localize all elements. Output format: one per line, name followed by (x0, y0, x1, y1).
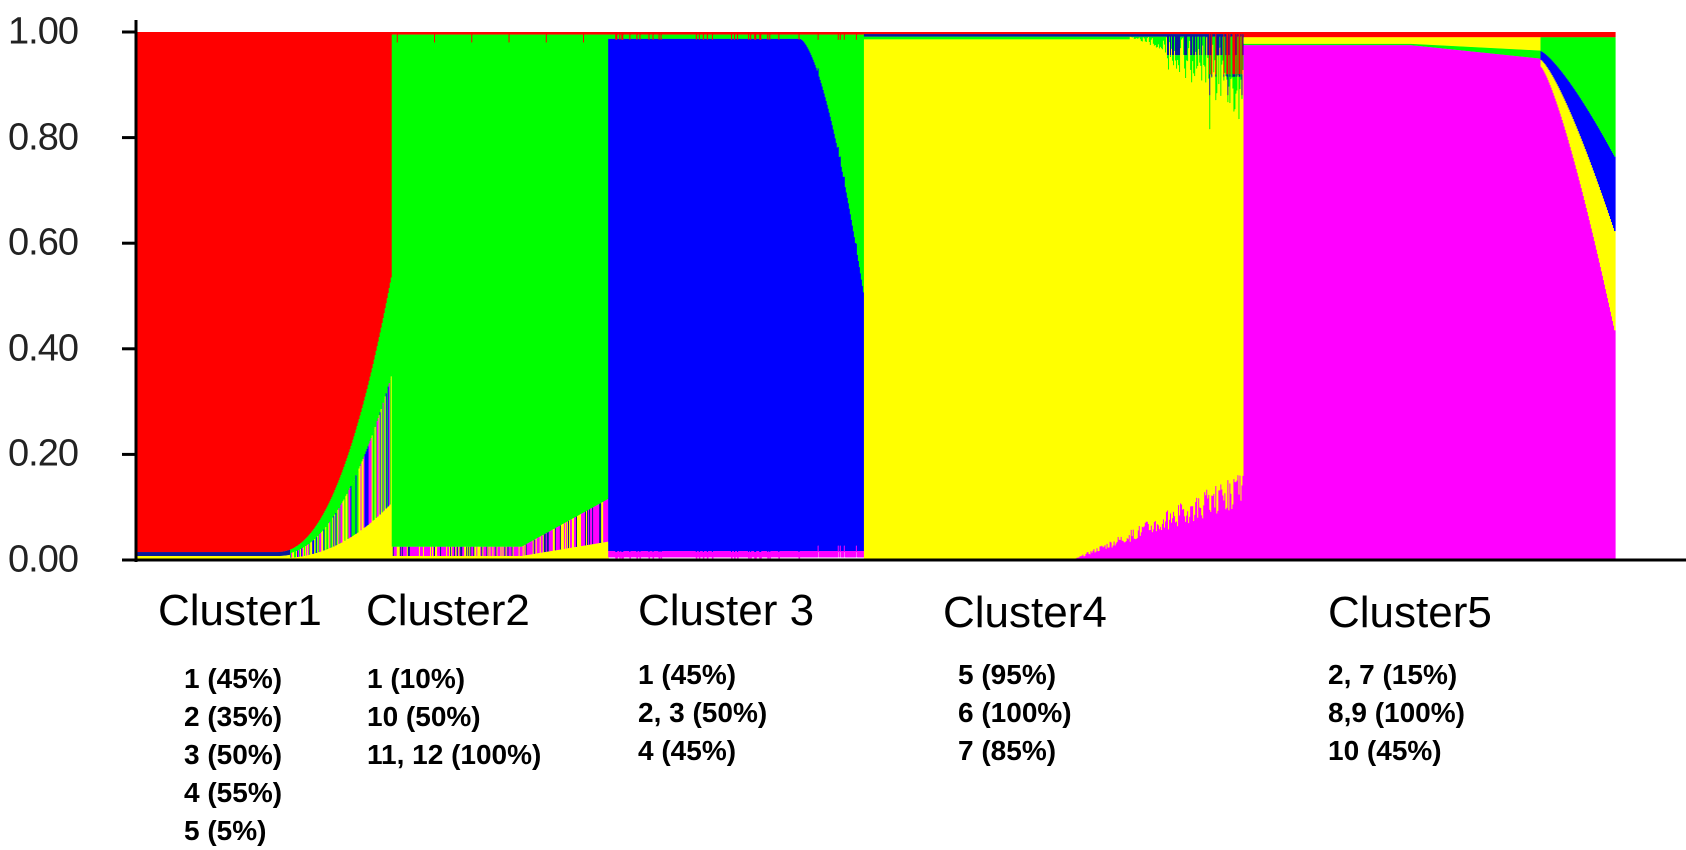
membership-bars (136, 32, 1616, 560)
